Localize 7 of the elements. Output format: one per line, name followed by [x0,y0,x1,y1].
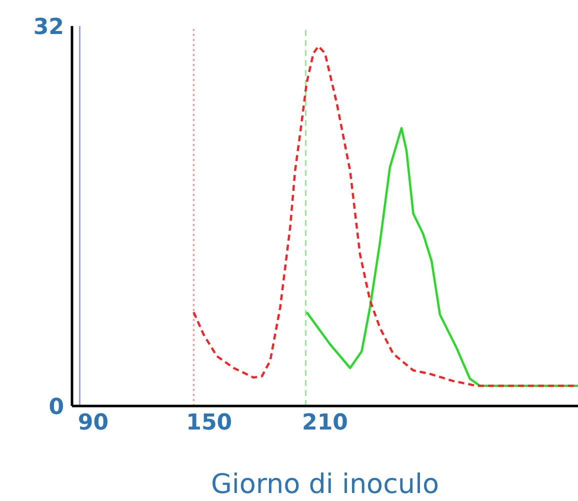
line-series [306,127,578,387]
x-tick-label: 150 [186,410,232,436]
x-tick-label: 90 [78,410,109,436]
x-axis-title: Giorno di inoculo [210,469,440,500]
x-tick-label: 210 [302,410,348,436]
y-tick-label: 32 [33,14,64,40]
y-tick-label: 0 [48,394,64,420]
